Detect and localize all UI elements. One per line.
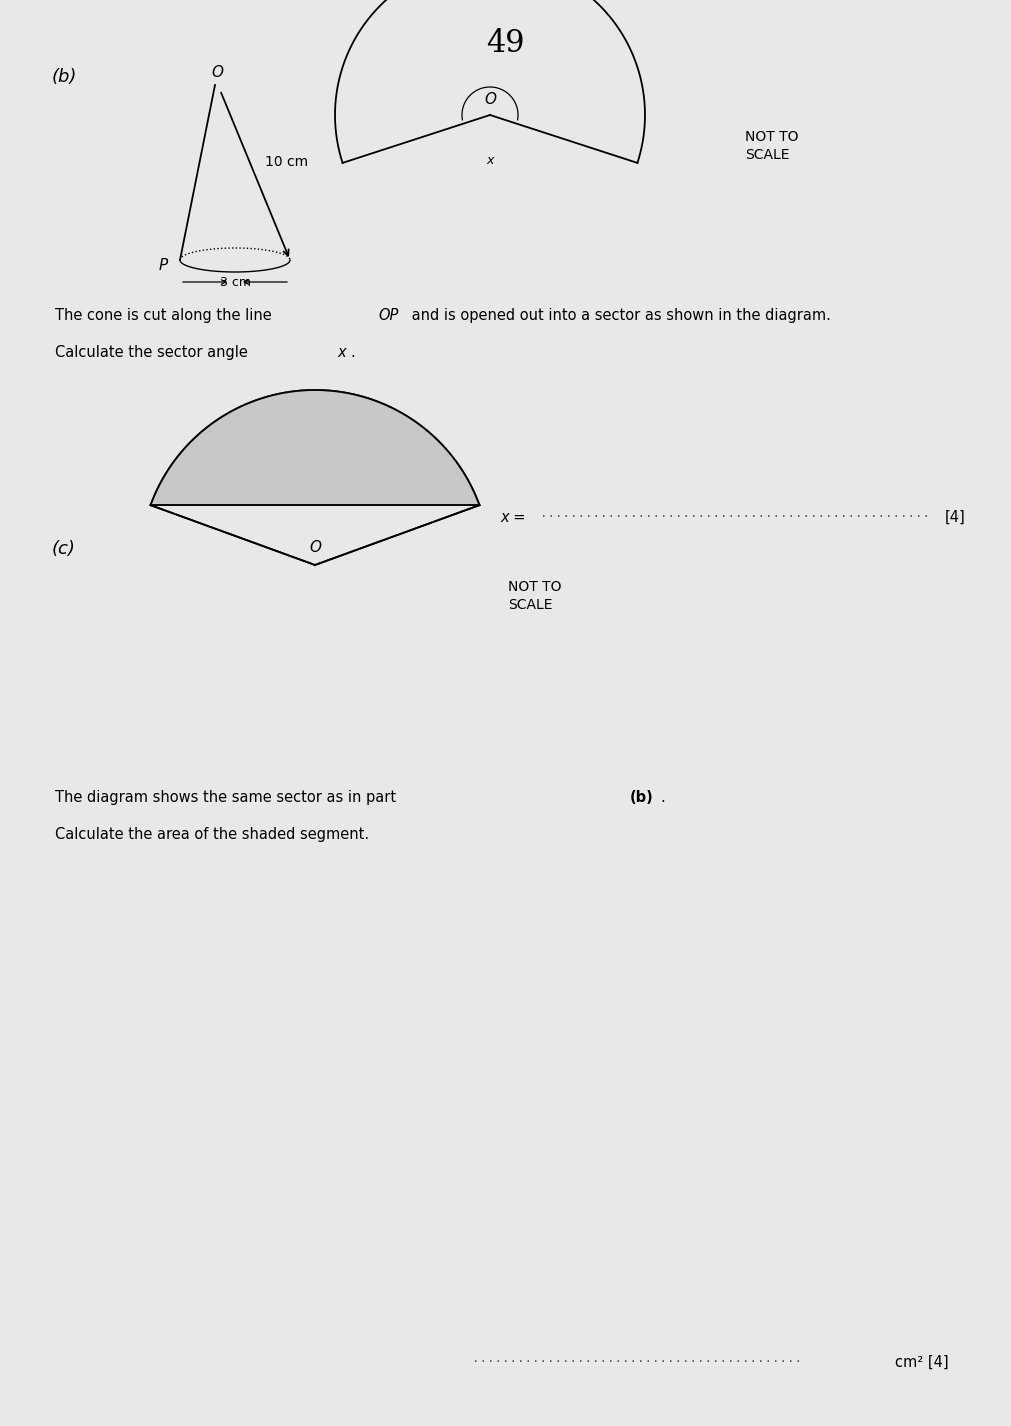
Text: .: . <box>660 790 665 806</box>
Text: and is opened out into a sector as shown in the diagram.: and is opened out into a sector as shown… <box>407 308 831 324</box>
Text: OP: OP <box>378 308 398 324</box>
Text: (b): (b) <box>630 790 654 806</box>
Text: (c): (c) <box>52 540 76 558</box>
Text: ....................................................: ........................................… <box>540 508 930 520</box>
Text: The cone is cut along the line: The cone is cut along the line <box>55 308 276 324</box>
Polygon shape <box>151 389 479 505</box>
Text: (b): (b) <box>52 68 78 86</box>
Text: P: P <box>159 258 168 272</box>
Text: 3 cm: 3 cm <box>219 275 251 288</box>
Text: Calculate the sector angle: Calculate the sector angle <box>55 345 253 359</box>
Text: NOT TO
SCALE: NOT TO SCALE <box>508 580 561 612</box>
Text: NOT TO
SCALE: NOT TO SCALE <box>745 130 799 163</box>
Text: x: x <box>486 154 493 167</box>
Text: O: O <box>484 93 496 107</box>
Text: ............................................: ........................................… <box>472 1352 802 1365</box>
Text: x: x <box>337 345 346 359</box>
Text: 49: 49 <box>485 29 525 58</box>
Text: .: . <box>350 345 355 359</box>
Text: cm² [4]: cm² [4] <box>895 1355 948 1370</box>
Text: O: O <box>211 66 223 80</box>
Text: [4]: [4] <box>945 511 966 525</box>
Text: The diagram shows the same sector as in part: The diagram shows the same sector as in … <box>55 790 400 806</box>
Text: O: O <box>309 540 321 555</box>
Text: 10 cm: 10 cm <box>265 155 308 170</box>
Text: x =: x = <box>500 511 530 525</box>
Text: Calculate the area of the shaded segment.: Calculate the area of the shaded segment… <box>55 827 369 841</box>
